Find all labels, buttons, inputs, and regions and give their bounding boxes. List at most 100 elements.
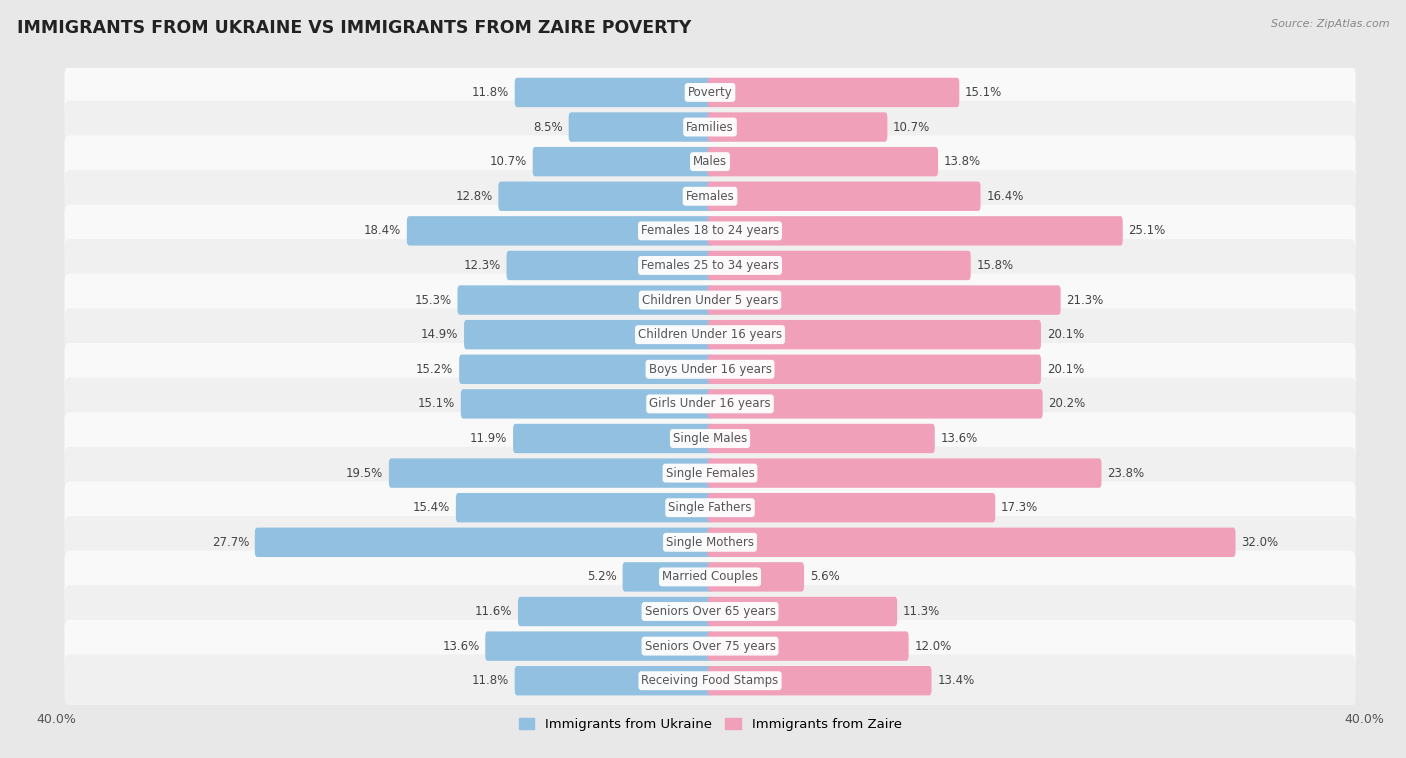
Text: Males: Males <box>693 155 727 168</box>
Text: Single Females: Single Females <box>665 467 755 480</box>
Text: 5.6%: 5.6% <box>810 571 839 584</box>
Text: 19.5%: 19.5% <box>346 467 382 480</box>
Text: 21.3%: 21.3% <box>1066 293 1104 306</box>
Text: Girls Under 16 years: Girls Under 16 years <box>650 397 770 410</box>
FancyBboxPatch shape <box>65 481 1355 534</box>
Text: 17.3%: 17.3% <box>1001 501 1038 514</box>
Text: 32.0%: 32.0% <box>1241 536 1278 549</box>
FancyBboxPatch shape <box>457 285 713 315</box>
FancyBboxPatch shape <box>65 550 1355 603</box>
FancyBboxPatch shape <box>517 597 713 626</box>
FancyBboxPatch shape <box>65 343 1355 396</box>
Text: 13.6%: 13.6% <box>443 640 479 653</box>
Text: 18.4%: 18.4% <box>364 224 401 237</box>
Text: 12.3%: 12.3% <box>464 259 501 272</box>
Text: Poverty: Poverty <box>688 86 733 99</box>
Text: 10.7%: 10.7% <box>893 121 931 133</box>
Text: 15.1%: 15.1% <box>418 397 456 410</box>
FancyBboxPatch shape <box>461 389 713 418</box>
FancyBboxPatch shape <box>464 320 713 349</box>
FancyBboxPatch shape <box>65 412 1355 465</box>
FancyBboxPatch shape <box>65 620 1355 672</box>
Text: 20.1%: 20.1% <box>1046 363 1084 376</box>
Text: 12.8%: 12.8% <box>456 190 492 202</box>
Text: Seniors Over 75 years: Seniors Over 75 years <box>644 640 776 653</box>
Text: Receiving Food Stamps: Receiving Food Stamps <box>641 674 779 688</box>
Text: 15.4%: 15.4% <box>413 501 450 514</box>
Text: 15.1%: 15.1% <box>965 86 1002 99</box>
FancyBboxPatch shape <box>254 528 713 557</box>
FancyBboxPatch shape <box>707 666 932 695</box>
FancyBboxPatch shape <box>456 493 713 522</box>
FancyBboxPatch shape <box>623 562 713 591</box>
FancyBboxPatch shape <box>707 631 908 661</box>
FancyBboxPatch shape <box>707 493 995 522</box>
FancyBboxPatch shape <box>406 216 713 246</box>
Text: 11.8%: 11.8% <box>472 674 509 688</box>
Text: 23.8%: 23.8% <box>1107 467 1144 480</box>
FancyBboxPatch shape <box>65 101 1355 153</box>
FancyBboxPatch shape <box>513 424 713 453</box>
Text: Females 18 to 24 years: Females 18 to 24 years <box>641 224 779 237</box>
FancyBboxPatch shape <box>707 112 887 142</box>
FancyBboxPatch shape <box>65 585 1355 637</box>
Text: 13.4%: 13.4% <box>938 674 974 688</box>
Text: 20.1%: 20.1% <box>1046 328 1084 341</box>
Text: 10.7%: 10.7% <box>489 155 527 168</box>
FancyBboxPatch shape <box>707 216 1123 246</box>
Text: 15.2%: 15.2% <box>416 363 453 376</box>
FancyBboxPatch shape <box>707 251 970 280</box>
FancyBboxPatch shape <box>65 309 1355 361</box>
FancyBboxPatch shape <box>515 78 713 107</box>
Text: 5.2%: 5.2% <box>588 571 617 584</box>
FancyBboxPatch shape <box>65 274 1355 327</box>
Text: 8.5%: 8.5% <box>533 121 562 133</box>
FancyBboxPatch shape <box>707 320 1040 349</box>
Text: Single Fathers: Single Fathers <box>668 501 752 514</box>
FancyBboxPatch shape <box>498 182 713 211</box>
FancyBboxPatch shape <box>707 285 1060 315</box>
Text: 11.3%: 11.3% <box>903 605 941 618</box>
Text: 13.8%: 13.8% <box>943 155 981 168</box>
Text: Females 25 to 34 years: Females 25 to 34 years <box>641 259 779 272</box>
Legend: Immigrants from Ukraine, Immigrants from Zaire: Immigrants from Ukraine, Immigrants from… <box>513 713 907 737</box>
FancyBboxPatch shape <box>707 182 980 211</box>
Text: 20.2%: 20.2% <box>1049 397 1085 410</box>
Text: 15.8%: 15.8% <box>976 259 1014 272</box>
FancyBboxPatch shape <box>707 355 1040 384</box>
FancyBboxPatch shape <box>707 389 1043 418</box>
Text: Boys Under 16 years: Boys Under 16 years <box>648 363 772 376</box>
FancyBboxPatch shape <box>65 170 1355 223</box>
FancyBboxPatch shape <box>65 516 1355 568</box>
Text: 12.0%: 12.0% <box>914 640 952 653</box>
FancyBboxPatch shape <box>707 528 1236 557</box>
FancyBboxPatch shape <box>389 459 713 488</box>
FancyBboxPatch shape <box>707 78 959 107</box>
FancyBboxPatch shape <box>65 377 1355 431</box>
Text: 16.4%: 16.4% <box>986 190 1024 202</box>
FancyBboxPatch shape <box>707 459 1101 488</box>
Text: Source: ZipAtlas.com: Source: ZipAtlas.com <box>1271 19 1389 29</box>
FancyBboxPatch shape <box>460 355 713 384</box>
Text: 11.6%: 11.6% <box>475 605 512 618</box>
FancyBboxPatch shape <box>65 66 1355 119</box>
FancyBboxPatch shape <box>515 666 713 695</box>
FancyBboxPatch shape <box>485 631 713 661</box>
FancyBboxPatch shape <box>707 147 938 177</box>
FancyBboxPatch shape <box>533 147 713 177</box>
Text: Married Couples: Married Couples <box>662 571 758 584</box>
FancyBboxPatch shape <box>65 205 1355 257</box>
FancyBboxPatch shape <box>65 240 1355 292</box>
Text: IMMIGRANTS FROM UKRAINE VS IMMIGRANTS FROM ZAIRE POVERTY: IMMIGRANTS FROM UKRAINE VS IMMIGRANTS FR… <box>17 19 692 37</box>
FancyBboxPatch shape <box>707 424 935 453</box>
Text: Seniors Over 65 years: Seniors Over 65 years <box>644 605 776 618</box>
FancyBboxPatch shape <box>506 251 713 280</box>
Text: 11.8%: 11.8% <box>472 86 509 99</box>
Text: Families: Families <box>686 121 734 133</box>
FancyBboxPatch shape <box>707 562 804 591</box>
FancyBboxPatch shape <box>65 654 1355 707</box>
FancyBboxPatch shape <box>65 136 1355 188</box>
Text: Children Under 16 years: Children Under 16 years <box>638 328 782 341</box>
Text: 14.9%: 14.9% <box>420 328 458 341</box>
Text: Children Under 5 years: Children Under 5 years <box>641 293 779 306</box>
